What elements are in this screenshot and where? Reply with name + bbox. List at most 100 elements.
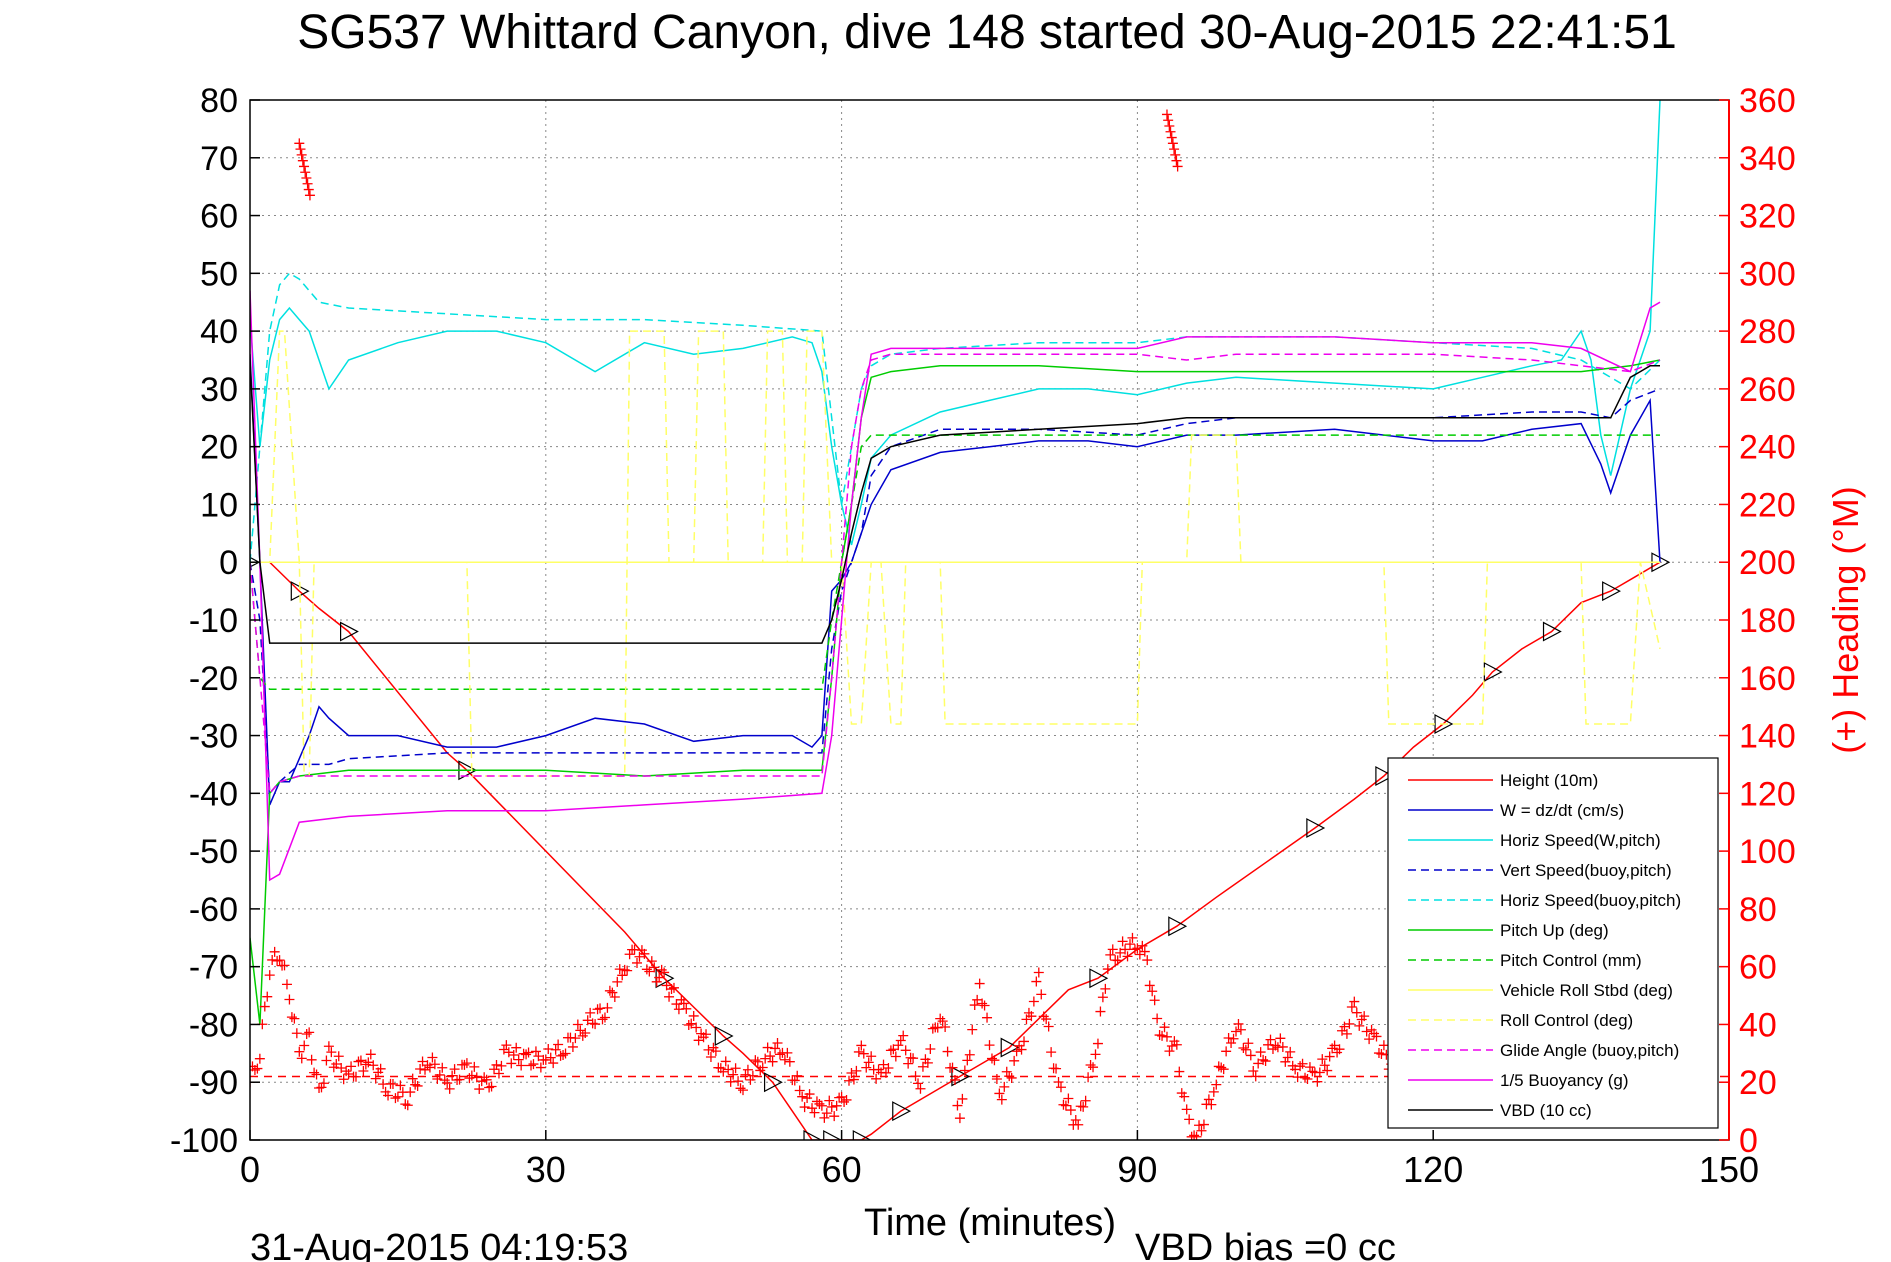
heading-point bbox=[816, 1100, 827, 1111]
heading-point bbox=[331, 1058, 342, 1069]
heading-point bbox=[567, 1041, 578, 1052]
heading-point bbox=[809, 1107, 820, 1118]
heading-point bbox=[994, 1088, 1005, 1099]
x-tick-label: 30 bbox=[526, 1149, 566, 1190]
heading-point bbox=[1235, 1024, 1246, 1035]
heading-point bbox=[1016, 1044, 1027, 1055]
heading-point bbox=[774, 1049, 785, 1060]
heading-point bbox=[1157, 1030, 1168, 1041]
heading-point bbox=[964, 1049, 975, 1060]
heading-point bbox=[412, 1080, 423, 1091]
height-marker bbox=[763, 1072, 783, 1093]
heading-point bbox=[799, 1102, 810, 1113]
heading-point bbox=[405, 1087, 416, 1098]
y-tick-label-left: 40 bbox=[200, 313, 238, 351]
heading-point bbox=[797, 1091, 808, 1102]
heading-point bbox=[254, 1053, 265, 1064]
heading-point bbox=[1243, 1038, 1254, 1049]
heading-point bbox=[314, 1083, 325, 1094]
heading-point bbox=[437, 1062, 448, 1073]
heading-point bbox=[1125, 939, 1136, 950]
heading-point bbox=[447, 1070, 458, 1081]
heading-point bbox=[295, 144, 306, 155]
heading-point bbox=[858, 1048, 869, 1059]
heading-point bbox=[503, 1047, 514, 1058]
heading-point bbox=[1211, 1079, 1222, 1090]
heading-point bbox=[402, 1100, 413, 1111]
heading-point bbox=[1184, 1114, 1195, 1125]
y-tick-label-left: 20 bbox=[200, 429, 238, 467]
heading-point bbox=[752, 1056, 763, 1067]
height-marker bbox=[714, 1026, 734, 1046]
heading-point bbox=[1169, 144, 1180, 155]
heading-point bbox=[365, 1049, 376, 1060]
y-tick-label-left: -60 bbox=[189, 891, 238, 929]
x-tick-label: 150 bbox=[1699, 1149, 1759, 1190]
heading-point bbox=[338, 1074, 349, 1085]
heading-point bbox=[291, 1028, 302, 1039]
heading-point bbox=[1036, 989, 1047, 1000]
heading-point bbox=[826, 1101, 837, 1112]
y-tick-label-left: -40 bbox=[189, 775, 238, 813]
heading-point bbox=[513, 1054, 524, 1065]
heading-point bbox=[863, 1057, 874, 1068]
heading-point bbox=[678, 998, 689, 1009]
heading-point bbox=[540, 1054, 551, 1065]
heading-point bbox=[1181, 1104, 1192, 1115]
heading-point bbox=[861, 1062, 872, 1073]
heading-point bbox=[999, 1081, 1010, 1092]
heading-point bbox=[1213, 1061, 1224, 1072]
heading-point bbox=[910, 1071, 921, 1082]
heading-point bbox=[782, 1047, 793, 1058]
heading-point bbox=[279, 960, 290, 971]
heading-point bbox=[654, 972, 665, 983]
heading-point bbox=[1378, 1040, 1389, 1051]
heading-point bbox=[459, 1059, 470, 1070]
heading-point bbox=[442, 1078, 453, 1089]
heading-point bbox=[1139, 946, 1150, 957]
heading-point bbox=[1038, 1011, 1049, 1022]
heading-point bbox=[395, 1080, 406, 1091]
y-tick-label-right: 240 bbox=[1739, 429, 1796, 467]
heading-point bbox=[893, 1040, 904, 1051]
heading-point bbox=[301, 173, 312, 183]
right-y-axis: 3603403203002802602402202001801601401201… bbox=[1719, 82, 1796, 1160]
heading-point bbox=[479, 1072, 490, 1083]
heading-point bbox=[900, 1045, 911, 1056]
y-tick-label-left: -80 bbox=[189, 1006, 238, 1044]
height-marker bbox=[1168, 916, 1188, 937]
heading-point bbox=[779, 1054, 790, 1065]
heading-point bbox=[1198, 1119, 1209, 1130]
series-1-5-buoyancy-g bbox=[250, 290, 1661, 882]
heading-point bbox=[1189, 1130, 1200, 1140]
heading-point bbox=[284, 994, 295, 1005]
heading-point bbox=[1055, 1082, 1066, 1093]
heading-point bbox=[738, 1085, 748, 1096]
heading-point bbox=[954, 1113, 965, 1124]
heading-point bbox=[789, 1075, 800, 1086]
heading-point bbox=[560, 1048, 571, 1059]
height-marker bbox=[1602, 581, 1621, 602]
heading-point bbox=[969, 1000, 980, 1011]
heading-point bbox=[846, 1068, 857, 1079]
heading-point bbox=[326, 1047, 337, 1058]
heading-point bbox=[1371, 1031, 1382, 1042]
heading-point bbox=[1060, 1100, 1071, 1111]
heading-point bbox=[269, 946, 280, 957]
heading-point bbox=[1292, 1072, 1303, 1083]
x-axis: 0 30 60 90 120 150 bbox=[240, 1130, 1759, 1190]
heading-point bbox=[807, 1103, 818, 1114]
heading-point bbox=[890, 1051, 901, 1062]
heading-point bbox=[871, 1073, 882, 1084]
heading-point bbox=[498, 1044, 509, 1055]
heading-point bbox=[612, 976, 623, 987]
y-tick-label-left: 80 bbox=[200, 82, 238, 120]
heading-point bbox=[765, 1051, 776, 1062]
footer-timestamp: 31-Aug-2015 04:19:53 bbox=[250, 1227, 628, 1262]
heading-point bbox=[1250, 1071, 1261, 1082]
heading-point bbox=[927, 1023, 938, 1034]
legend-label: VBD (10 cc) bbox=[1500, 1101, 1592, 1120]
heading-point bbox=[821, 1108, 832, 1119]
heading-point bbox=[545, 1052, 556, 1063]
heading-point bbox=[444, 1083, 455, 1094]
